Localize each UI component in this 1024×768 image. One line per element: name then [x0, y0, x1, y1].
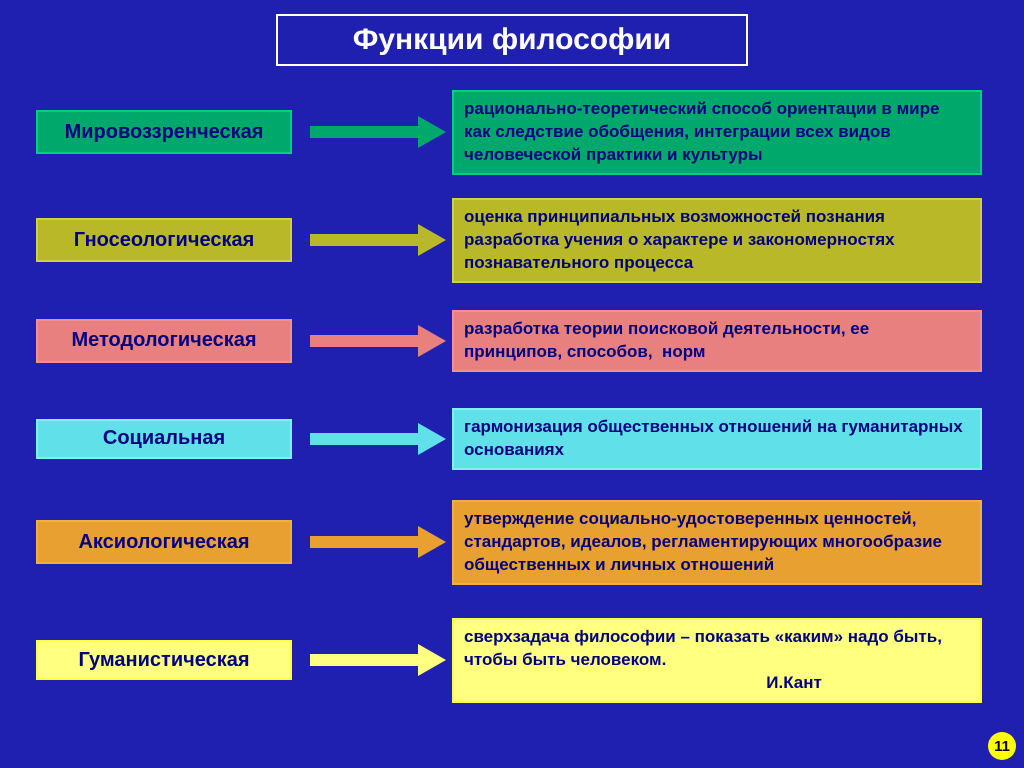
title-box: Функции философии [276, 14, 748, 66]
function-label: Социальная [36, 419, 292, 459]
function-label-text: Методологическая [71, 329, 256, 352]
slide-number-badge: 11 [988, 732, 1016, 760]
arrow-icon [292, 112, 452, 152]
function-description: сверхзадача философии – показать «каким»… [452, 618, 982, 703]
function-row: Гносеологическая оценка принципиальных во… [36, 198, 982, 283]
arrow-icon [292, 522, 452, 562]
function-description-text: гармонизация общественных отношений на г… [464, 417, 967, 459]
function-row: Мировоззренческая рационально-теоретическ… [36, 90, 982, 175]
function-row: Методологическая разработка теории поиско… [36, 310, 982, 372]
function-description-text: оценка принципиальных возможностей позна… [464, 207, 899, 272]
function-description: утверждение социально-удостоверенных цен… [452, 500, 982, 585]
function-row: Социальная гармонизация общественных отно… [36, 408, 982, 470]
function-description-text: утверждение социально-удостоверенных цен… [464, 509, 947, 574]
function-label-text: Гуманистическая [78, 649, 249, 672]
function-row: Аксиологическая утверждение социально-удо… [36, 500, 982, 585]
function-label: Методологическая [36, 319, 292, 363]
arrow-icon [292, 321, 452, 361]
page-title: Функции философии [353, 23, 672, 57]
function-description: рационально-теоретический способ ориента… [452, 90, 982, 175]
function-description: оценка принципиальных возможностей позна… [452, 198, 982, 283]
function-label-text: Мировоззренческая [65, 121, 264, 144]
function-description: гармонизация общественных отношений на г… [452, 408, 982, 470]
arrow-icon [292, 640, 452, 680]
function-label-text: Гносеологическая [74, 229, 255, 252]
function-row: Гуманистическая сверхзадача философии – п… [36, 618, 982, 703]
function-label: Гносеологическая [36, 218, 292, 262]
function-label-text: Аксиологическая [78, 531, 249, 554]
arrow-icon [292, 220, 452, 260]
arrow-icon [292, 419, 452, 459]
slide-number: 11 [994, 738, 1010, 755]
function-description-text: сверхзадача философии – показать «каким»… [464, 627, 947, 692]
function-description-text: рационально-теоретический способ ориента… [464, 99, 944, 164]
function-description: разработка теории поисковой деятельности… [452, 310, 982, 372]
function-description-text: разработка теории поисковой деятельности… [464, 319, 874, 361]
function-label-text: Социальная [103, 427, 225, 450]
function-label: Аксиологическая [36, 520, 292, 564]
function-label: Гуманистическая [36, 640, 292, 680]
function-label: Мировоззренческая [36, 110, 292, 154]
